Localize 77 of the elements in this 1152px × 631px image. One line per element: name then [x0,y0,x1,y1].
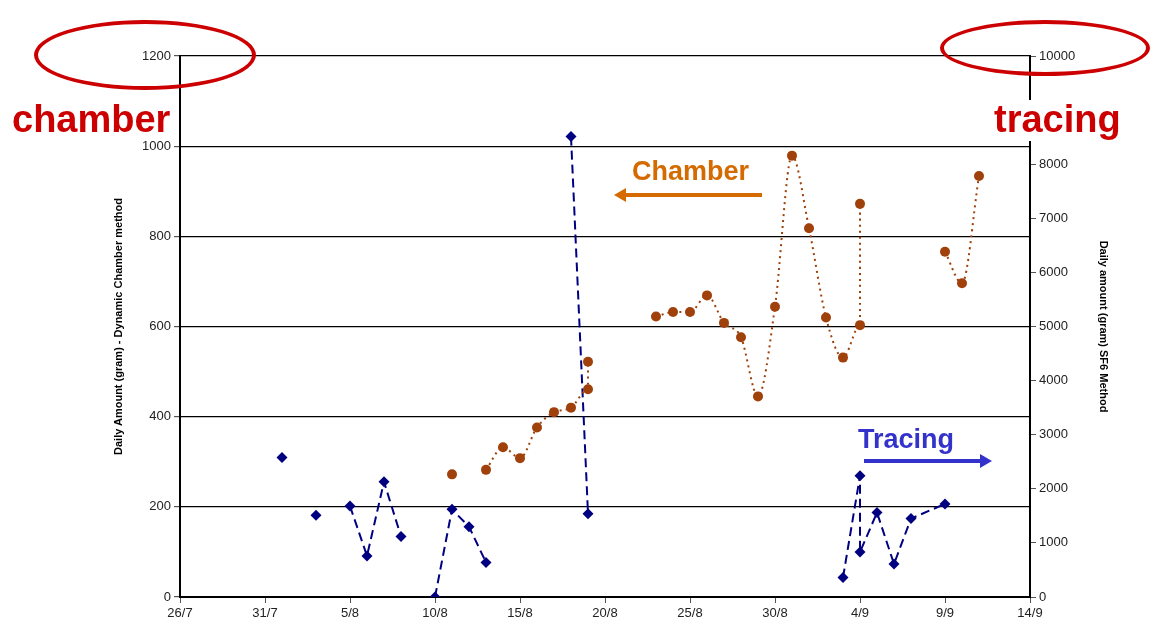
y-tick-label: 800 [149,227,171,243]
point [532,422,542,433]
x-tick-label: 20/8 [592,605,618,621]
y2-tick-label: 6000 [1039,263,1068,279]
x-tick-label: 30/8 [762,605,788,621]
point [446,503,458,515]
point [583,384,593,395]
y-tick-label: 600 [149,318,171,334]
point [855,198,865,209]
series-label: Chamber [632,156,750,186]
series-label: Tracing [858,424,955,454]
point [361,550,373,562]
point [310,509,322,521]
point [480,556,492,568]
point [855,320,865,331]
y-axis-title: Daily Amount (gram) - Dynamic Chamber method [111,198,124,455]
x-tick-label: 26/7 [167,605,193,621]
x-tick-label: 5/8 [340,605,360,621]
point [736,332,746,343]
point [447,469,457,480]
y2-tick-label: 3000 [1039,426,1068,442]
y2-tick-label: 7000 [1039,209,1068,225]
point [871,507,883,519]
point [395,530,407,542]
y2-tick-label: 0 [1039,588,1047,604]
point [719,317,729,328]
y2-axis-title: Daily amount (gram) SF6 Method [1098,240,1111,413]
point [463,521,475,533]
point [770,301,780,312]
y2-tick-label: 1000 [1039,534,1068,550]
point [498,442,508,453]
annotation: tracing [992,98,1123,141]
y-tick-label: 200 [149,498,171,514]
y2-tick-label: 5000 [1039,318,1068,334]
point [939,498,951,510]
point [566,402,576,413]
x-tick-label: 9/9 [935,605,955,621]
point [685,307,695,318]
point [888,558,900,570]
point [787,150,797,161]
point [838,352,848,363]
point [481,464,491,475]
y2-tick-label: 4000 [1039,372,1068,388]
point [957,278,967,289]
point [905,513,917,525]
point [565,131,577,143]
point [651,311,661,322]
point [276,451,288,463]
point [940,246,950,257]
point [854,470,866,482]
y2-tick-label: 2000 [1039,480,1068,496]
x-tick-label: 14/9 [1017,605,1043,621]
point [582,508,594,520]
y-tick-label: 400 [149,408,171,424]
point [702,290,712,301]
point [378,476,390,488]
point [837,572,849,584]
point [344,500,356,512]
x-tick-label: 25/8 [677,605,703,621]
x-tick-label: 31/7 [252,605,278,621]
point [804,223,814,234]
x-tick-label: 15/8 [507,605,533,621]
point [753,391,763,402]
point [515,453,525,464]
point [549,407,559,418]
point [854,546,866,558]
text: chamber [10,98,173,141]
y-tick-label: 0 [163,588,171,604]
y-tick-label: 1200 [142,47,171,63]
point [821,312,831,323]
y2-tick-label: 8000 [1039,155,1068,171]
y2-tick-label: 10000 [1039,47,1076,63]
point [974,170,984,181]
point [583,356,593,367]
x-tick-label: 4/9 [850,605,870,621]
point [668,307,678,318]
x-tick-label: 10/8 [422,605,448,621]
